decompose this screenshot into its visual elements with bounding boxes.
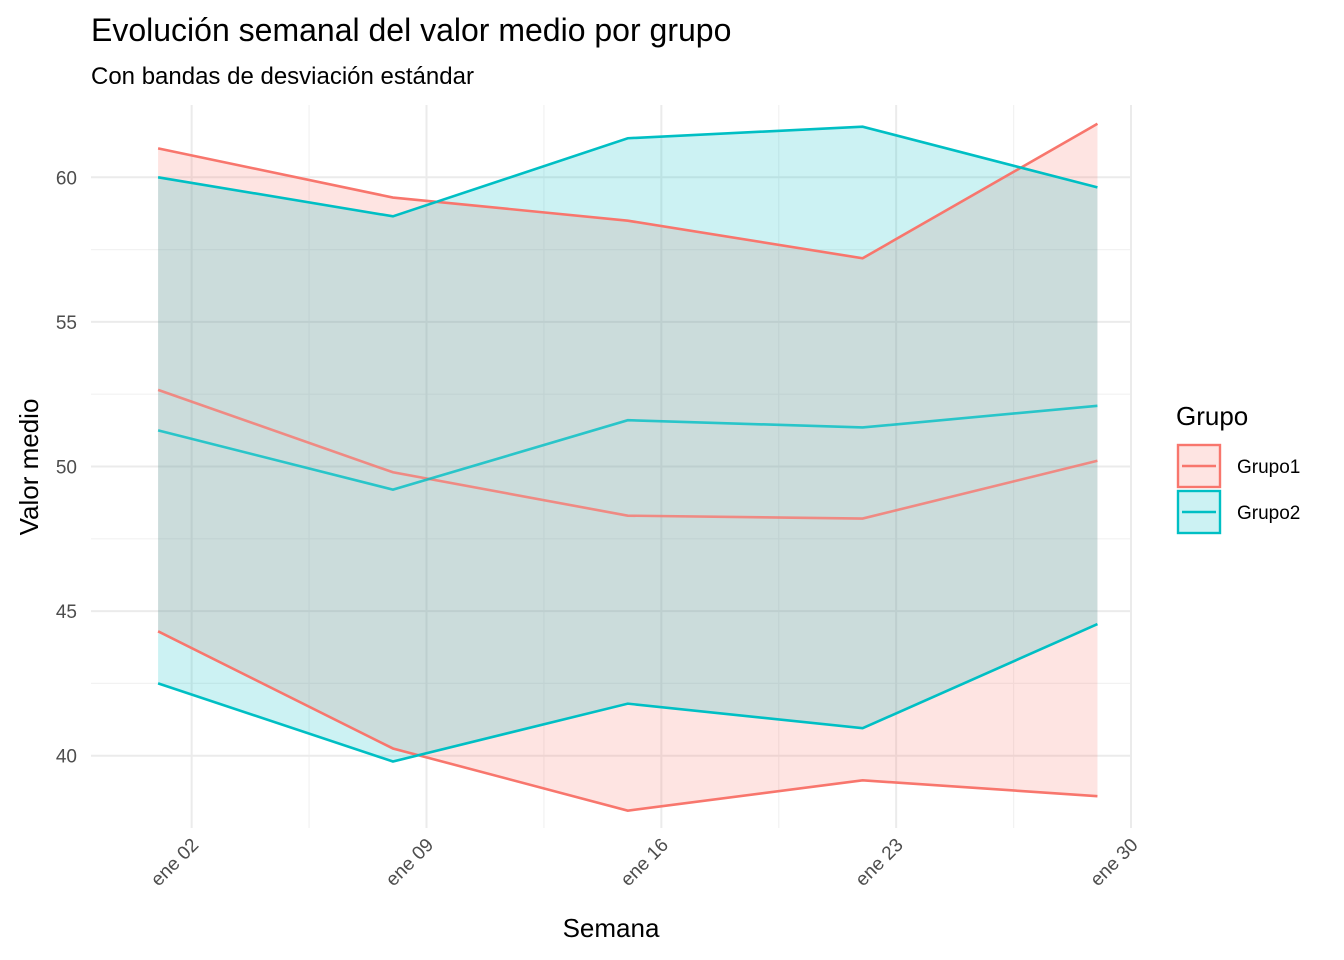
legend-item-grupo2: Grupo2 bbox=[1176, 489, 1300, 535]
legend-title: Grupo bbox=[1176, 401, 1248, 431]
x-tick-label: ene 16 bbox=[617, 835, 673, 891]
y-axis-ticks: 40 45 50 55 60 bbox=[56, 168, 77, 767]
grid bbox=[91, 105, 1132, 828]
line-grupo1-upper bbox=[157, 122, 1099, 260]
y-tick-label: 45 bbox=[56, 602, 77, 623]
line-grupo2-upper bbox=[157, 125, 1098, 218]
legend: Grupo Grupo1 Grupo2 bbox=[1176, 401, 1300, 535]
line-grupo1-lower bbox=[157, 630, 1098, 812]
y-tick-label: 60 bbox=[56, 168, 77, 189]
x-tick-label: ene 02 bbox=[147, 835, 203, 891]
band-grupo2 bbox=[158, 126, 1098, 762]
x-axis-ticks: ene 02 ene 09 ene 16 ene 23 ene 30 bbox=[147, 835, 1142, 891]
line-grupo2-mean bbox=[157, 404, 1098, 491]
x-tick-label: ene 09 bbox=[382, 835, 438, 891]
line-grupo1-mean bbox=[157, 388, 1098, 520]
legend-label: Grupo1 bbox=[1237, 457, 1300, 478]
chart-title: Evolución semanal del valor medio por gr… bbox=[91, 12, 731, 48]
legend-label: Grupo2 bbox=[1237, 503, 1300, 524]
y-tick-label: 40 bbox=[56, 747, 77, 768]
y-tick-label: 55 bbox=[56, 313, 77, 334]
sd-bands bbox=[158, 123, 1098, 811]
band-grupo1 bbox=[158, 123, 1098, 811]
x-tick-label: ene 23 bbox=[852, 835, 908, 891]
y-axis-title: Valor medio bbox=[14, 399, 44, 536]
series-lines bbox=[157, 122, 1099, 812]
line-grupo2-lower bbox=[157, 622, 1098, 763]
chart-subtitle: Con bandas de desviación estándar bbox=[91, 63, 474, 90]
x-tick-label: ene 30 bbox=[1087, 835, 1143, 891]
y-tick-label: 50 bbox=[56, 458, 77, 479]
legend-item-grupo1: Grupo1 bbox=[1176, 443, 1300, 489]
x-axis-title: Semana bbox=[563, 913, 660, 943]
